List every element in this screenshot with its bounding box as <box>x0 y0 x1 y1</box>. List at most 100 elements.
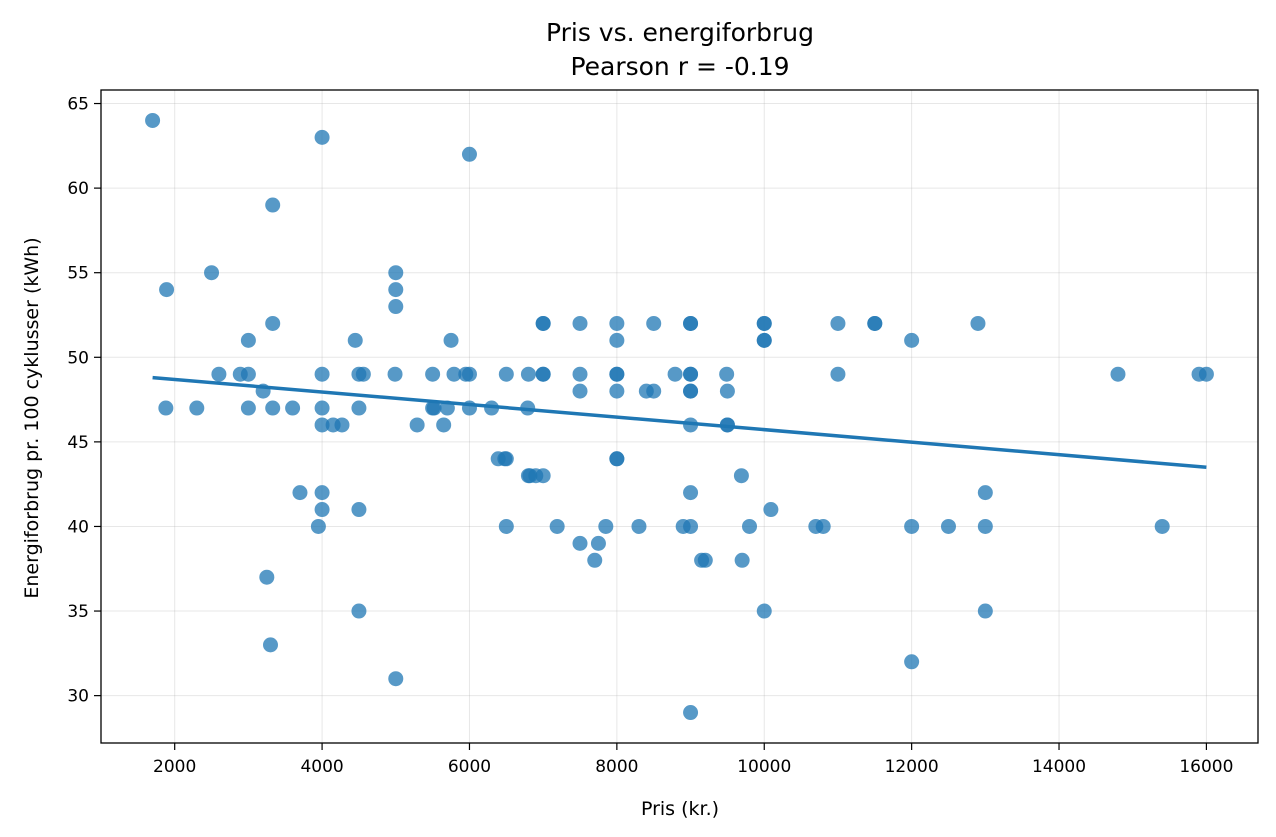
trendline <box>152 375 1207 469</box>
data-point <box>310 518 326 534</box>
data-point <box>683 705 699 721</box>
data-point <box>351 603 367 619</box>
data-point <box>388 299 404 315</box>
data-point <box>387 366 403 382</box>
data-point <box>520 400 536 416</box>
y-tick-label: 50 <box>67 348 89 368</box>
chart-subtitle: Pearson r = -0.19 <box>570 52 789 81</box>
data-point <box>498 518 514 534</box>
x-tick-label: 10000 <box>737 757 791 777</box>
data-point <box>351 502 367 518</box>
y-tick-label: 40 <box>67 517 89 537</box>
data-point <box>549 518 565 534</box>
plot-frame <box>100 89 1259 744</box>
data-point <box>1154 518 1170 534</box>
data-point <box>683 383 699 399</box>
data-point <box>742 518 758 534</box>
data-point <box>262 637 278 653</box>
data-point <box>904 518 920 534</box>
data-point <box>388 265 404 281</box>
data-point <box>204 265 220 281</box>
data-point <box>347 332 363 348</box>
y-tick-label: 30 <box>67 687 89 707</box>
x-tick-label: 12000 <box>885 757 939 777</box>
data-point <box>572 383 588 399</box>
data-point <box>520 366 536 382</box>
data-point <box>265 315 281 331</box>
data-point <box>388 282 404 298</box>
data-point <box>240 400 256 416</box>
y-tick-label: 35 <box>67 602 89 622</box>
data-point <box>609 315 625 331</box>
data-point <box>535 315 551 331</box>
data-point <box>1110 366 1126 382</box>
data-point <box>756 603 772 619</box>
data-point <box>426 400 442 416</box>
data-point <box>667 366 683 382</box>
x-tick-label: 2000 <box>153 757 196 777</box>
data-point <box>535 366 551 382</box>
data-point <box>756 315 772 331</box>
data-point <box>259 569 275 585</box>
data-point <box>439 400 455 416</box>
data-point <box>977 518 993 534</box>
y-tick-label: 45 <box>67 433 89 453</box>
data-point <box>733 468 749 484</box>
data-point <box>158 400 174 416</box>
data-point <box>572 535 588 551</box>
data-point <box>388 671 404 687</box>
data-point <box>292 485 308 501</box>
data-point <box>598 518 614 534</box>
x-axis-label: Pris (kr.) <box>641 798 719 820</box>
data-point <box>830 315 846 331</box>
data-point <box>461 366 477 382</box>
data-point <box>145 112 161 128</box>
data-point <box>255 383 271 399</box>
data-point <box>683 417 699 433</box>
data-point <box>265 400 281 416</box>
data-point <box>240 366 256 382</box>
data-point <box>265 197 281 213</box>
data-point <box>756 332 772 348</box>
x-tick-label: 4000 <box>300 757 343 777</box>
data-point <box>314 129 330 145</box>
data-point <box>189 400 205 416</box>
data-point <box>697 552 713 568</box>
data-point <box>646 315 662 331</box>
data-point <box>334 417 350 433</box>
data-point <box>867 315 883 331</box>
data-point <box>314 485 330 501</box>
data-point <box>484 400 500 416</box>
data-point <box>719 366 735 382</box>
data-point <box>904 332 920 348</box>
y-axis-ticks: 30 35 40 45 50 55 60 65 <box>67 95 101 707</box>
data-point <box>436 417 452 433</box>
data-point <box>461 400 477 416</box>
y-axis-label: Energiforbrug pr. 100 cyklusser (kWh) <box>21 237 43 598</box>
data-point <box>572 315 588 331</box>
data-point <box>970 315 986 331</box>
data-point <box>498 366 514 382</box>
y-tick-label: 65 <box>67 95 89 115</box>
data-point <box>683 518 699 534</box>
data-point <box>683 366 699 382</box>
data-point <box>355 366 371 382</box>
data-point <box>240 332 256 348</box>
data-point <box>734 552 750 568</box>
data-point <box>683 485 699 501</box>
data-point <box>815 518 831 534</box>
y-tick-label: 60 <box>67 179 89 199</box>
data-point <box>683 315 699 331</box>
data-point <box>631 518 647 534</box>
x-axis-ticks: 2000 4000 6000 8000 10000 12000 14000 16000 <box>153 743 1233 777</box>
x-tick-label: 16000 <box>1179 757 1233 777</box>
data-point <box>763 502 779 518</box>
x-tick-label: 14000 <box>1032 757 1086 777</box>
data-point <box>314 502 330 518</box>
data-point <box>830 366 846 382</box>
data-point <box>609 366 625 382</box>
data-point <box>719 383 735 399</box>
data-point <box>314 366 330 382</box>
data-point <box>609 383 625 399</box>
